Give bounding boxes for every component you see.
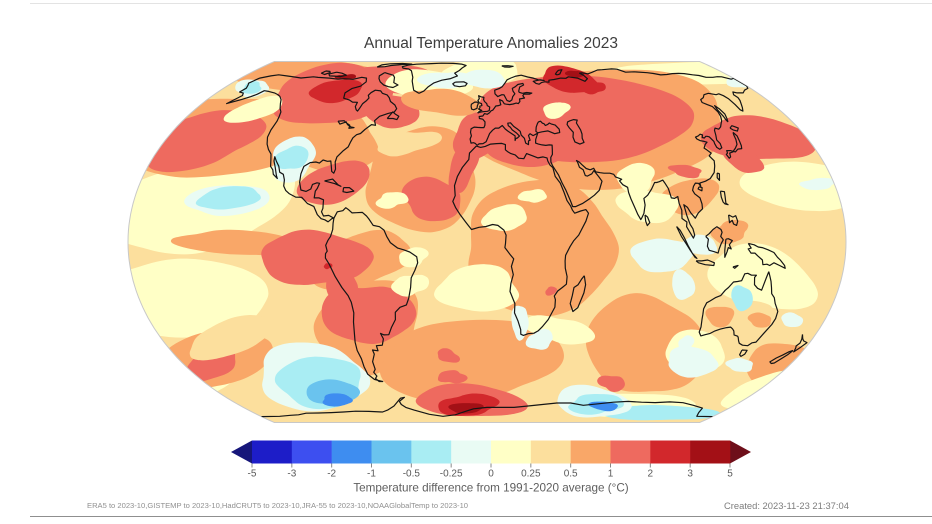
svg-text:2: 2	[648, 469, 654, 480]
svg-text:Temperature difference from 19: Temperature difference from 1991-2020 av…	[353, 482, 628, 495]
svg-text:Annual Temperature Anomalies 2: Annual Temperature Anomalies 2023	[364, 35, 618, 52]
svg-text:3: 3	[687, 469, 693, 480]
svg-text:-0.5: -0.5	[403, 469, 421, 480]
svg-text:-2: -2	[327, 469, 336, 480]
svg-text:-5: -5	[248, 469, 257, 480]
svg-text:1: 1	[608, 469, 614, 480]
svg-text:0.25: 0.25	[521, 469, 541, 480]
svg-text:5: 5	[727, 469, 733, 480]
svg-text:0.5: 0.5	[564, 469, 578, 480]
svg-text:-0.25: -0.25	[440, 469, 463, 480]
svg-text:-3: -3	[287, 469, 296, 480]
svg-text:Created: 2023-11-23 21:37:04: Created: 2023-11-23 21:37:04	[724, 500, 849, 511]
svg-text:ERA5 to 2023-10,GISTEMP to 202: ERA5 to 2023-10,GISTEMP to 2023-10,HadCR…	[87, 501, 468, 510]
svg-text:-1: -1	[367, 469, 376, 480]
svg-text:0: 0	[488, 469, 494, 480]
